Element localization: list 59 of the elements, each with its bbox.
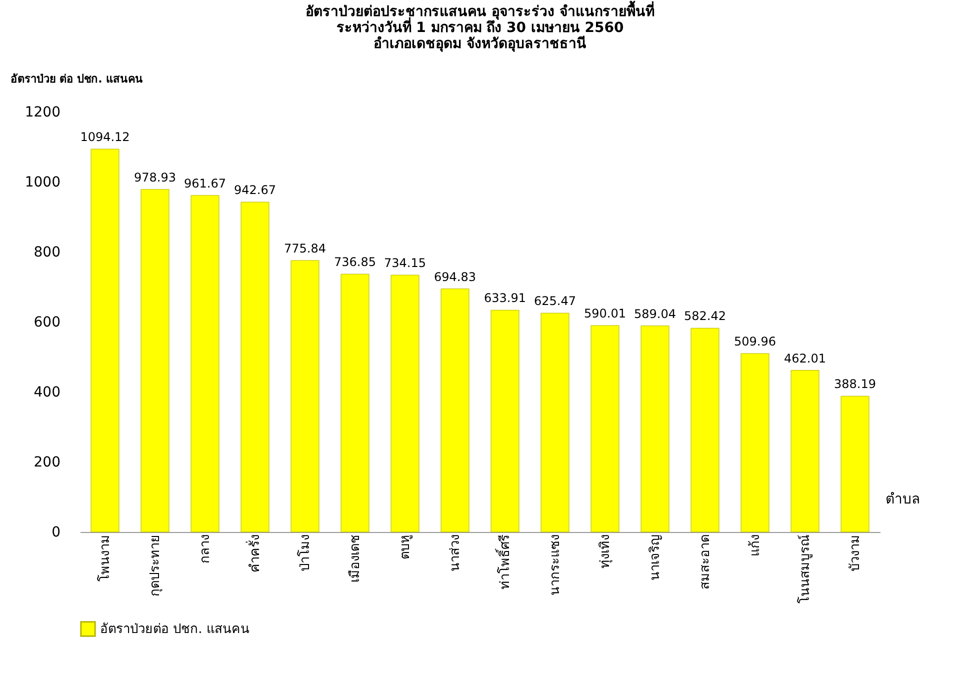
bar xyxy=(190,195,220,532)
bar xyxy=(290,260,320,532)
x-tick-label: แก้ง xyxy=(748,534,763,556)
data-label: 978.93 xyxy=(134,170,176,184)
data-label: 734.15 xyxy=(384,256,426,270)
bar xyxy=(490,310,520,532)
chart-title: อัตราป่วยต่อประชากรแสนคน อุจาระร่วง จำแนกรายพื้นที่ ระหว่างวันที่ 1 มกราคม ถึง 30 เมษายน 2560 อำเภอเดชอุดม จังหวัดอุบลราชธานี xyxy=(306,0,654,52)
data-label: 509.96 xyxy=(734,334,776,349)
legend-label: อัตราป่วยต่อ ปชก. แสนคน xyxy=(100,622,250,637)
data-label: 388.19 xyxy=(834,377,876,392)
x-tick-label: ตบหู xyxy=(398,534,413,560)
data-label: 589.04 xyxy=(634,306,676,321)
x-tick-label: ป่าโมง xyxy=(297,534,313,572)
x-tick-label: บัวงาม xyxy=(848,534,863,572)
y-tick-label: 800 xyxy=(34,244,60,260)
data-label: 775.84 xyxy=(284,241,326,256)
data-label: 582.42 xyxy=(684,309,726,324)
x-tick-label: ทุ่งเทิง xyxy=(598,534,613,568)
y-tick-label: 0 xyxy=(52,524,60,540)
x-tick-label: กุดประทาย xyxy=(148,534,163,596)
data-label: 462.01 xyxy=(784,351,826,366)
bar xyxy=(90,148,120,532)
y-tick-label: 1000 xyxy=(24,174,60,190)
data-label: 1094.12 xyxy=(80,130,130,144)
x-tick-label: โนนสมบูรณ์ xyxy=(797,534,813,604)
bar xyxy=(590,325,620,532)
y-axis-title: อัตราป่วย ต่อ ปชก. แสนคน xyxy=(10,72,144,86)
x-tick-label: สมสะอาด xyxy=(698,534,713,590)
bar xyxy=(240,202,270,532)
data-label: 736.85 xyxy=(334,255,376,270)
bar xyxy=(640,326,670,532)
bar xyxy=(390,274,420,532)
x-axis-title: ตำบล xyxy=(886,492,920,508)
y-tick-label: 200 xyxy=(34,454,60,470)
bar xyxy=(840,396,870,532)
x-tick-label: นาเจริญ xyxy=(648,534,663,580)
data-label: 694.83 xyxy=(434,270,476,284)
y-tick-label: 1200 xyxy=(24,104,60,120)
y-tick-label: 600 xyxy=(34,314,60,330)
x-tick-label: นากระแซง xyxy=(548,534,563,596)
y-tick-label: 400 xyxy=(34,384,60,400)
x-tick-label: เมืองเดช xyxy=(347,534,363,582)
bar xyxy=(790,370,820,532)
data-label: 625.47 xyxy=(534,294,576,308)
data-label: 961.67 xyxy=(184,176,226,190)
bar xyxy=(140,189,170,532)
x-tick-label: กลาง xyxy=(198,534,213,564)
data-label: 590.01 xyxy=(584,306,626,320)
data-label: 633.91 xyxy=(484,291,526,306)
x-tick-label: คำครั่ง xyxy=(246,534,263,572)
bar xyxy=(540,312,570,532)
x-tick-label: โพนงาม xyxy=(97,534,113,582)
bar xyxy=(740,353,770,532)
data-label: 942.67 xyxy=(234,183,276,198)
x-tick-label: นาส่วง xyxy=(448,534,463,572)
bar xyxy=(340,274,370,532)
bar xyxy=(440,288,470,532)
bar xyxy=(690,328,720,532)
x-tick-label: ท่าโพธิ์ศรี xyxy=(495,534,513,590)
